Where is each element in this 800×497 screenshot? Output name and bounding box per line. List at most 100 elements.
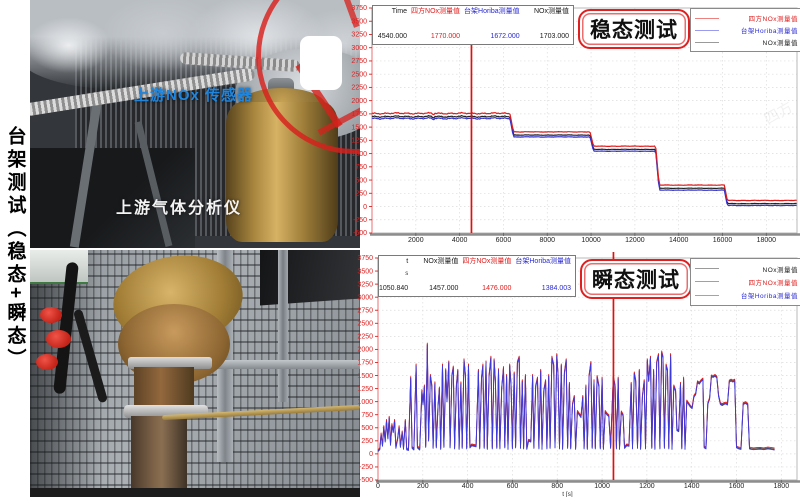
aluminum-post	[278, 250, 288, 402]
vertical-title-strip: 台架测试（稳态+瞬态）	[0, 0, 30, 497]
y-tick-label: 3000	[351, 45, 367, 52]
legend-line-sample	[695, 294, 719, 296]
y-tick-label: 2250	[357, 334, 373, 341]
readout-value: 1770.000	[430, 33, 461, 41]
red-cap	[36, 354, 58, 370]
readout-column: 台架Horiba测量值 1384.003	[515, 256, 575, 296]
photo-engine-bay: 上游NOx 传感器 上游气体分析仪	[30, 0, 360, 248]
photo-test-cell	[30, 250, 360, 497]
legend-line-sample	[695, 17, 719, 19]
y-tick-label: -500	[359, 477, 373, 484]
y-tick-label: 3500	[357, 268, 373, 275]
x-tick-label: 1800	[774, 483, 790, 490]
readout-column: 四方NOx测量值 1770.000	[411, 6, 464, 44]
transient-chart-panel: -500 -250 0 250 500 750 1000 1250 1500 1750 2000 22…	[338, 250, 800, 497]
legend-line-sample	[695, 29, 719, 31]
y-tick-label: 750	[361, 412, 373, 419]
x-tick-label: 8000	[539, 237, 555, 244]
y-tick-label: 1500	[357, 373, 373, 380]
legend-label: NOx测量值	[762, 266, 798, 274]
readout-column: 台架Horiba测量值 1672.000	[464, 6, 524, 44]
y-tick-label: -500	[353, 230, 367, 237]
y-tick-label: 250	[361, 438, 373, 445]
y-tick-label: 500	[355, 177, 367, 184]
series-四方NOx测量值	[371, 111, 797, 202]
x-tick-label: 600	[507, 483, 519, 490]
legend-row: 四方NOx测量值	[695, 13, 798, 24]
label-upstream-nox-sensor: 上游NOx 传感器	[134, 87, 254, 104]
readout-label: t	[406, 258, 409, 265]
x-tick-label: 16000	[713, 237, 733, 244]
readout-value: 1457.000	[429, 285, 459, 293]
y-tick-label: 2750	[351, 58, 367, 65]
y-tick-label: 500	[361, 425, 373, 432]
exhaust-pipe-upper	[134, 367, 194, 409]
transient-cursor-readout: t s 1050.840 NOx测量值 1457.000 四方NOx测量值 1476.000…	[378, 255, 576, 297]
y-tick-label: 1250	[351, 138, 367, 145]
legend-row: 台架Horiba测量值	[695, 25, 798, 36]
y-tick-label: 0	[363, 204, 367, 211]
clamp-ring	[128, 357, 212, 369]
x-axis-title: t [s]	[562, 491, 573, 497]
readout-label: 台架Horiba测量值	[515, 258, 571, 265]
readout-column: Time 4540.000	[373, 6, 411, 44]
readout-label: Time	[391, 8, 408, 15]
readout-column: NOx测量值 1457.000	[412, 256, 462, 296]
y-tick-label: 3000	[357, 294, 373, 301]
readout-column: NOx测量值 1703.000	[524, 6, 573, 44]
y-tick-label: 2750	[357, 307, 373, 314]
vertical-title-text: 台架测试（稳态+瞬态）	[4, 125, 26, 372]
y-tick-label: 750	[355, 164, 367, 171]
y-tick-label: 1000	[351, 151, 367, 158]
legend-label: 四方NOx测量值	[748, 16, 798, 23]
aluminum-rail	[170, 360, 360, 369]
transient-title-box: 瞬态测试	[580, 259, 692, 299]
series-台架Horiba测量值	[371, 116, 797, 207]
y-tick-label: 2000	[357, 347, 373, 354]
y-tick-label: 1000	[357, 399, 373, 406]
transient-legend: NOx测量值 四方NOx测量值 台架Horiba测量值	[690, 258, 800, 306]
bottom-dark-bar	[30, 488, 360, 497]
control-box	[30, 250, 88, 284]
transient-title: 瞬态测试	[592, 269, 680, 292]
x-tick-label: 1400	[684, 483, 700, 490]
readout-label: 台架Horiba测量值	[464, 8, 520, 15]
red-cap	[40, 307, 62, 323]
y-tick-label: 250	[355, 191, 367, 198]
x-tick-label: 6000	[496, 237, 512, 244]
x-tick-label: 0	[376, 483, 380, 490]
x-tick-label: 2000	[408, 237, 424, 244]
readout-label: 四方NOx测量值	[462, 258, 512, 265]
legend-line-sample	[695, 41, 719, 43]
exhaust-pipe	[131, 416, 187, 497]
y-tick-label: 2000	[351, 98, 367, 105]
readout-unit: s	[405, 271, 409, 278]
readout-column: t s 1050.840	[379, 256, 412, 296]
y-tick-label: 3250	[351, 32, 367, 39]
y-tick-label: 3500	[351, 18, 367, 25]
x-tick-label: 1200	[639, 483, 655, 490]
legend-label: 台架Horiba测量值	[740, 293, 798, 301]
x-tick-label: 200	[417, 483, 429, 490]
y-tick-label: 0	[369, 451, 373, 458]
red-cap	[46, 330, 71, 348]
readout-value: 1672.000	[490, 33, 520, 41]
legend-line-sample	[695, 281, 719, 283]
y-tick-label: 1500	[351, 124, 367, 131]
legend-row: 台架Horiba测量值	[695, 290, 798, 301]
readout-label: NOx测量值	[423, 258, 459, 265]
readout-value: 1703.000	[539, 33, 569, 41]
y-tick-label: 1750	[357, 360, 373, 367]
y-tick-label: 2250	[351, 85, 367, 92]
legend-label: NOx测量值	[762, 40, 798, 47]
x-tick-label: 14000	[669, 237, 689, 244]
readout-value: 1476.000	[482, 285, 512, 293]
y-tick-label: 3750	[351, 5, 367, 12]
steady-title-box: 稳态测试	[578, 9, 690, 49]
legend-line-sample	[695, 268, 719, 270]
y-tick-label: 1750	[351, 111, 367, 118]
legend-row: NOx测量值	[695, 263, 798, 274]
redaction-box	[300, 36, 342, 90]
y-tick-label: 2500	[351, 71, 367, 78]
